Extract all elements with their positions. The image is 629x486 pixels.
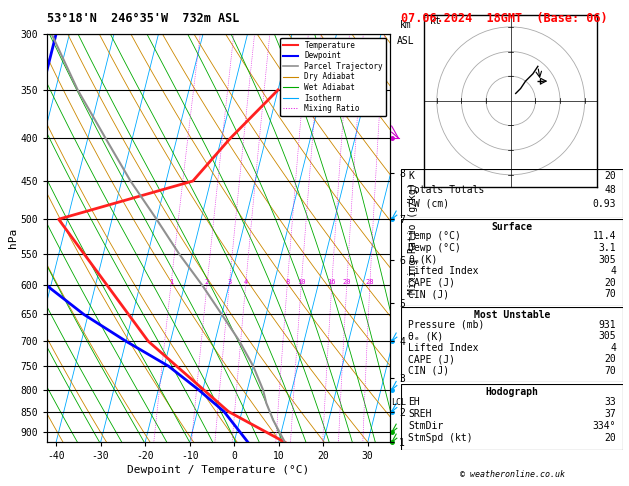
Text: 3.1: 3.1 [598,243,616,253]
Text: 53°18'N  246°35'W  732m ASL: 53°18'N 246°35'W 732m ASL [47,12,240,25]
Text: © weatheronline.co.uk: © weatheronline.co.uk [460,469,565,479]
Text: 11.4: 11.4 [593,231,616,242]
Text: θₑ(K): θₑ(K) [408,255,437,264]
Text: 931: 931 [598,319,616,330]
Text: 20: 20 [604,354,616,364]
Text: CIN (J): CIN (J) [408,289,449,299]
Text: Lifted Index: Lifted Index [408,266,479,276]
Text: LCL: LCL [391,399,406,407]
Text: 334°: 334° [593,421,616,431]
Legend: Temperature, Dewpoint, Parcel Trajectory, Dry Adiabat, Wet Adiabat, Isotherm, Mi: Temperature, Dewpoint, Parcel Trajectory… [280,38,386,116]
Text: PW (cm): PW (cm) [408,199,449,209]
Text: Surface: Surface [491,222,533,232]
Text: 20: 20 [604,171,616,181]
Text: 70: 70 [604,366,616,376]
Text: 2: 2 [205,279,209,285]
Text: 3: 3 [227,279,231,285]
Text: Temp (°C): Temp (°C) [408,231,461,242]
Y-axis label: hPa: hPa [8,228,18,248]
Text: 20: 20 [604,433,616,443]
Text: 07.06.2024  18GMT  (Base: 06): 07.06.2024 18GMT (Base: 06) [401,12,608,25]
Text: 8: 8 [285,279,289,285]
Text: 33: 33 [604,397,616,407]
Text: ASL: ASL [397,36,415,46]
Text: 20: 20 [342,279,351,285]
Text: CAPE (J): CAPE (J) [408,354,455,364]
Text: 48: 48 [604,185,616,195]
Text: Totals Totals: Totals Totals [408,185,484,195]
Text: 16: 16 [328,279,336,285]
Text: CAPE (J): CAPE (J) [408,278,455,288]
Text: 305: 305 [598,255,616,264]
Text: Dewp (°C): Dewp (°C) [408,243,461,253]
X-axis label: Dewpoint / Temperature (°C): Dewpoint / Temperature (°C) [128,466,309,475]
Text: K: K [408,171,414,181]
Text: θₑ (K): θₑ (K) [408,331,443,341]
Text: 4: 4 [610,343,616,353]
Text: 0.93: 0.93 [593,199,616,209]
Text: 305: 305 [598,331,616,341]
Text: 37: 37 [604,409,616,419]
Y-axis label: Mixing Ratio (g/kg): Mixing Ratio (g/kg) [408,182,418,294]
Text: Hodograph: Hodograph [486,387,538,397]
Text: 70: 70 [604,289,616,299]
Text: EH: EH [408,397,420,407]
Text: 4: 4 [610,266,616,276]
Text: 1: 1 [169,279,173,285]
Text: kt: kt [430,17,441,26]
Text: Pressure (mb): Pressure (mb) [408,319,484,330]
Text: Most Unstable: Most Unstable [474,310,550,320]
Text: 4: 4 [243,279,248,285]
Text: 28: 28 [365,279,374,285]
Text: 20: 20 [604,278,616,288]
Text: 10: 10 [297,279,306,285]
Text: StmDir: StmDir [408,421,443,431]
Text: StmSpd (kt): StmSpd (kt) [408,433,472,443]
Text: Lifted Index: Lifted Index [408,343,479,353]
Text: CIN (J): CIN (J) [408,366,449,376]
Text: SREH: SREH [408,409,431,419]
Text: km: km [399,20,411,30]
